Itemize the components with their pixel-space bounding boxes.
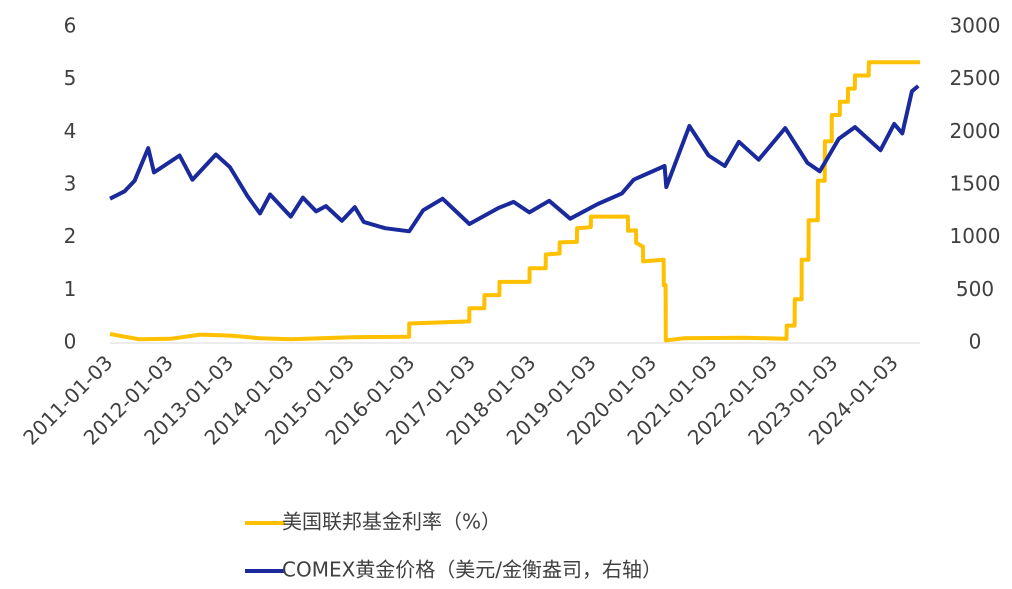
y2-tick-label: 2000	[950, 119, 1001, 143]
y-tick-label: 4	[64, 119, 77, 143]
y-tick-label: 3	[64, 172, 77, 196]
series-line	[109, 60, 920, 343]
y2-tick-label: 1500	[950, 172, 1001, 196]
y2-tick-label: 0	[969, 330, 982, 354]
y-tick-label: 1	[64, 277, 77, 301]
series-line	[109, 84, 920, 234]
y2-tick-label: 2500	[950, 66, 1001, 90]
y-tick-label: 0	[64, 330, 77, 354]
y-tick-label: 2	[64, 224, 77, 248]
legend-label: 美国联邦基金利率（%）	[282, 510, 501, 534]
y2-tick-label: 1000	[950, 224, 1001, 248]
legend-label: COMEX黄金价格（美元/金衡盎司，右轴）	[282, 558, 662, 582]
y-tick-label: 5	[64, 66, 77, 90]
y-tick-label: 6	[64, 14, 77, 38]
y2-tick-label: 500	[956, 277, 994, 301]
y2-tick-label: 3000	[950, 14, 1001, 38]
